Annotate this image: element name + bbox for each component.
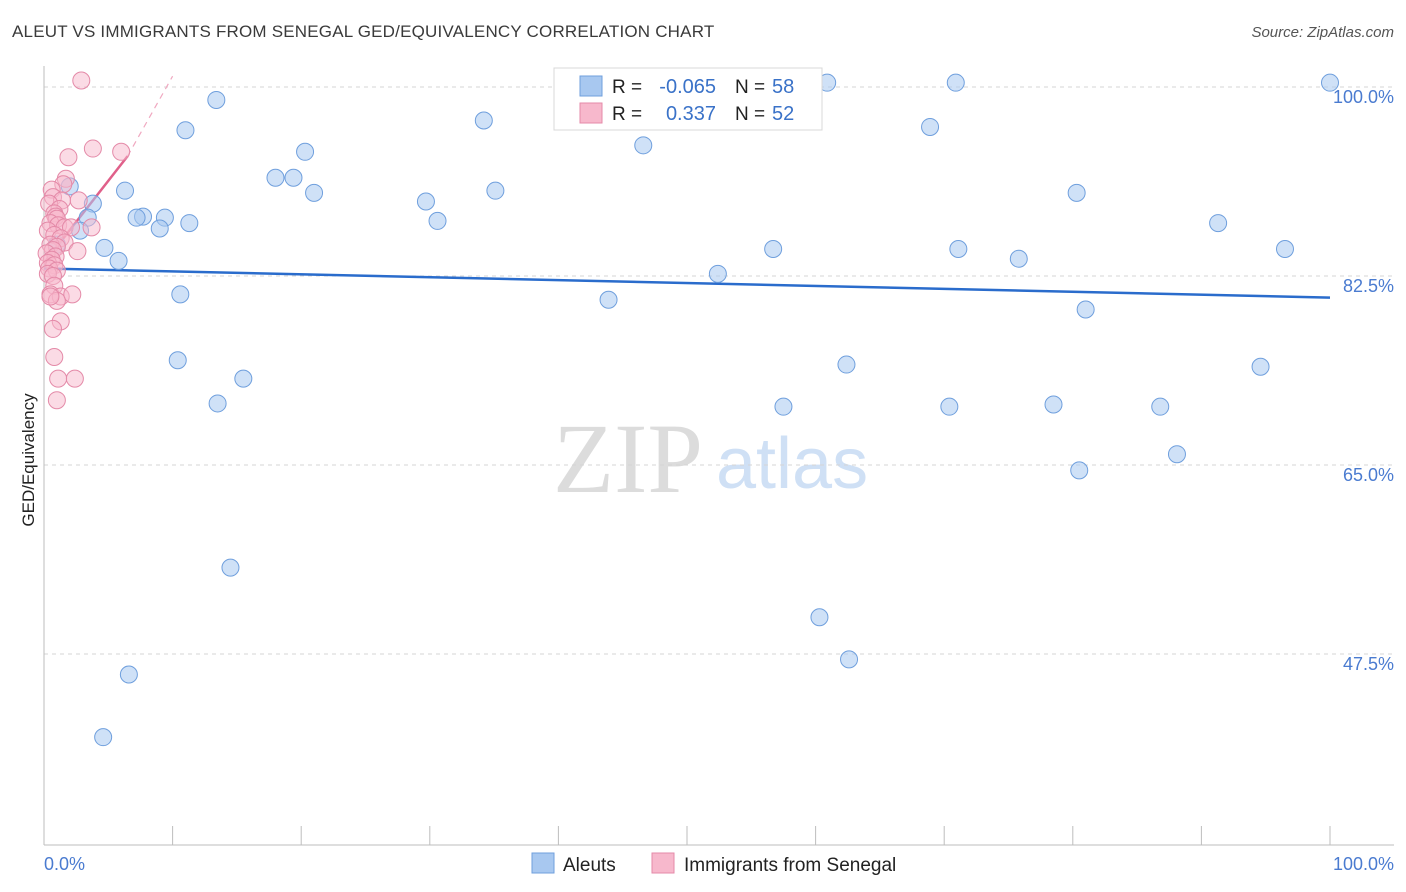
aleut-point — [305, 183, 324, 202]
aleut-point — [1167, 445, 1186, 464]
aleut-point — [95, 238, 114, 257]
aleut-point — [1151, 397, 1170, 416]
aleut-point — [94, 728, 113, 747]
series-legend: Aleuts Immigrants from Senegal — [531, 852, 896, 876]
aleut-point — [234, 369, 253, 388]
aleut-point — [119, 665, 138, 684]
legend-aleuts-label: Aleuts — [563, 855, 616, 876]
senegal-trend-extension — [127, 75, 174, 157]
aleut-point — [764, 240, 783, 258]
aleut-point — [296, 142, 315, 161]
aleut-point — [774, 397, 793, 416]
senegal-point — [72, 71, 91, 90]
senegal-point — [83, 139, 102, 158]
aleut-point — [946, 73, 965, 92]
aleut-point — [171, 285, 190, 304]
chart-title: ALEUT VS IMMIGRANTS FROM SENEGAL GED/EQU… — [12, 22, 715, 41]
aleut-point — [599, 290, 618, 309]
aleut-point — [1275, 240, 1294, 258]
legend-n-value-2: 52 — [772, 103, 794, 125]
aleut-point — [1076, 300, 1095, 319]
aleut-point — [284, 168, 303, 187]
aleut-point — [921, 117, 940, 136]
aleut-point — [486, 181, 505, 200]
legend-aleuts-swatch — [531, 852, 555, 874]
source-label: Source: ZipAtlas.com — [1251, 24, 1394, 41]
y-tick-label: 65.0% — [1343, 465, 1394, 485]
senegal-point — [68, 242, 87, 261]
legend-n-label-1: N = — [735, 77, 765, 98]
y-tick-label: 100.0% — [1333, 87, 1394, 107]
aleut-point — [1044, 395, 1063, 414]
x-tick-label-min: 0.0% — [44, 854, 85, 874]
senegal-point — [65, 369, 84, 388]
senegal-point — [44, 319, 63, 338]
senegal-point — [69, 191, 88, 210]
aleut-point — [810, 608, 829, 627]
aleut-point — [116, 181, 135, 200]
senegal-point — [49, 369, 68, 388]
legend-swatch-pink — [579, 102, 603, 124]
aleut-point — [949, 240, 968, 258]
aleut-point — [840, 650, 859, 669]
stats-legend: R = -0.065 N = 58 R = 0.337 N = 52 — [553, 67, 823, 131]
legend-r-value-2: 0.337 — [666, 103, 716, 125]
aleut-point — [127, 208, 146, 227]
aleut-point — [1321, 73, 1339, 92]
aleut-point — [474, 111, 493, 130]
legend-senegal-label: Immigrants from Senegal — [684, 855, 896, 876]
senegal-point — [59, 148, 78, 167]
legend-r-value-1: -0.065 — [659, 76, 716, 98]
aleut-point — [634, 136, 653, 155]
y-axis-title: GED/Equivalency — [19, 393, 38, 527]
aleut-point — [208, 394, 227, 413]
legend-n-value-1: 58 — [772, 76, 794, 98]
aleut-point — [207, 90, 226, 109]
aleut-point — [1209, 214, 1228, 233]
watermark-zip: ZIP — [553, 403, 703, 514]
watermark-atlas: atlas — [716, 424, 868, 504]
aleut-point — [428, 211, 447, 230]
x-tick-label-max: 100.0% — [1333, 854, 1394, 874]
legend-r-label-1: R = — [612, 77, 642, 98]
y-tick-labels: 47.5% 65.0% 82.5% 100.0% — [1333, 87, 1394, 674]
legend-swatch-blue — [579, 75, 603, 97]
senegal-point — [63, 285, 82, 304]
aleut-point — [837, 355, 856, 374]
legend-r-label-2: R = — [612, 104, 642, 125]
senegal-point — [82, 218, 101, 237]
aleut-point — [266, 168, 285, 187]
aleut-point — [416, 192, 435, 211]
senegal-point — [41, 287, 60, 306]
senegal-point — [45, 348, 64, 366]
aleut-point — [1009, 249, 1028, 268]
senegal-points — [37, 71, 131, 410]
legend-n-label-2: N = — [735, 104, 765, 125]
axes — [43, 66, 1394, 846]
y-tick-label: 47.5% — [1343, 654, 1394, 674]
aleut-point — [180, 214, 199, 233]
aleut-point — [221, 558, 240, 577]
legend-senegal-swatch — [651, 852, 675, 874]
aleut-point — [168, 351, 187, 370]
senegal-point — [47, 391, 66, 410]
aleut-point — [708, 264, 727, 283]
aleuts-trend-line — [43, 267, 1331, 299]
aleut-point — [176, 121, 195, 140]
aleut-point — [150, 219, 169, 238]
aleut-point — [1067, 183, 1086, 202]
aleut-point — [1070, 461, 1089, 480]
aleut-point — [109, 251, 128, 270]
aleut-point — [1251, 357, 1270, 376]
aleut-point — [940, 397, 959, 416]
senegal-point — [112, 142, 131, 161]
y-tick-label: 82.5% — [1343, 276, 1394, 296]
